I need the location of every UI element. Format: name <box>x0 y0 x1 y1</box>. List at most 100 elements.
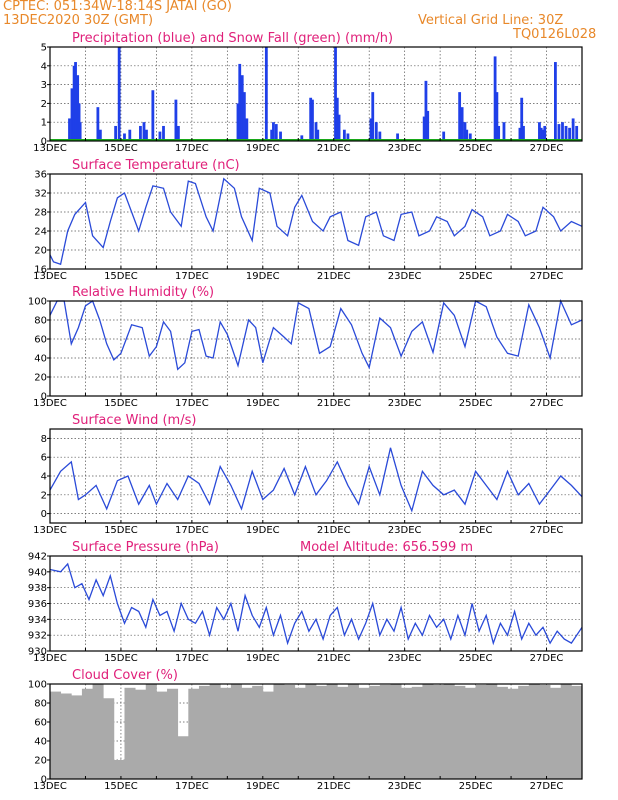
cloud-xtick-label: 13DEC <box>33 781 67 792</box>
humidity-ytick-label: 40 <box>34 354 47 365</box>
header-grid-line: Vertical Grid Line: 30Z <box>418 13 564 28</box>
humidity-xtick-label: 15DEC <box>104 398 138 409</box>
precip-bar <box>422 116 426 141</box>
precip-bar <box>68 118 71 141</box>
header-station: CPTEC: 051:34W-18:14S JATAI (GO) <box>3 0 232 14</box>
humidity-xtick-label: 13DEC <box>33 398 67 409</box>
precip-bar <box>564 125 568 141</box>
cloud-bar <box>262 691 274 779</box>
precip-bar <box>145 129 148 141</box>
precip-bar <box>72 65 76 141</box>
precip-ytick-label: 2 <box>41 99 47 110</box>
temperature-frame <box>49 173 583 270</box>
precip-bar <box>114 125 118 141</box>
cloud-bar <box>326 684 338 779</box>
temperature-xtick-label: 17DEC <box>175 271 209 282</box>
precip-frame <box>49 46 583 142</box>
precip-bar <box>76 75 80 141</box>
wind-ytick-label: 4 <box>41 472 47 483</box>
precip-bar <box>151 90 155 141</box>
precip-bar <box>96 107 100 141</box>
humidity-ytick-label: 0 <box>41 392 47 403</box>
temperature-xtick-label: 13DEC <box>33 271 67 282</box>
precip-bar <box>74 62 77 141</box>
precip-bar <box>568 127 571 141</box>
precip-bar <box>561 122 564 141</box>
wind-xtick-label: 27DEC <box>530 525 564 536</box>
precip-bar <box>502 122 506 141</box>
wind-xtick-label: 17DEC <box>175 525 209 536</box>
pressure-xtick-label: 15DEC <box>104 653 138 664</box>
cloud-bar <box>230 684 242 779</box>
temperature-series-line <box>49 177 583 266</box>
precip-bar <box>460 107 464 141</box>
precip-bar <box>539 127 543 141</box>
precip-bar <box>465 129 469 141</box>
temperature-ytick-label: 32 <box>34 189 47 200</box>
temperature-title: Surface Temperature (nC) <box>72 158 240 173</box>
cloud-bar <box>528 684 540 779</box>
temperature-xtick-label: 19DEC <box>246 271 280 282</box>
cloud-ytick-label: 100 <box>28 680 47 691</box>
cloud-bar <box>358 687 370 779</box>
wind-ytick-label: 2 <box>41 490 47 501</box>
temperature-xtick-label: 27DEC <box>530 271 564 282</box>
cloud-bar <box>273 684 285 779</box>
precip-bar <box>346 133 350 141</box>
cloud-bar <box>167 688 179 779</box>
precip-bar <box>497 125 501 141</box>
precip-bar <box>538 122 541 141</box>
pressure-series-line <box>49 562 583 646</box>
precip-bar <box>272 122 275 141</box>
pressure-xtick-label: 21DEC <box>317 653 351 664</box>
precip-bar <box>240 75 244 141</box>
precip-bar <box>424 80 428 141</box>
cloud-bar <box>369 685 381 779</box>
precip-bar <box>396 133 399 141</box>
pressure-ytick-label: 930 <box>28 647 47 658</box>
cloud-bar <box>220 687 232 779</box>
precip-bar <box>342 129 346 141</box>
wind-xtick-label: 21DEC <box>317 525 351 536</box>
cloud-xtick-label: 23DEC <box>388 781 422 792</box>
precip-bar <box>270 129 274 141</box>
precip-bar <box>522 125 525 141</box>
cloud-bar <box>284 684 296 779</box>
precip-bar <box>174 99 178 141</box>
header-date: 13DEC2020 30Z (GMT) <box>3 13 154 28</box>
precip-bar <box>242 92 246 141</box>
precip-bar <box>541 129 545 141</box>
precip-bar <box>518 127 522 141</box>
cloud-bar <box>550 687 562 779</box>
temperature-ytick-label: 20 <box>34 246 47 257</box>
cloud-ytick-label: 20 <box>34 756 47 767</box>
cloud-bar <box>539 684 551 779</box>
wind-title: Surface Wind (m/s) <box>72 413 196 428</box>
cloud-bar <box>454 685 466 779</box>
cloud-bar <box>337 686 349 779</box>
cloud-xtick-label: 17DEC <box>175 781 209 792</box>
precip-ytick-label: 1 <box>41 118 47 129</box>
precip-bar <box>520 97 524 141</box>
precip-ytick-label: 5 <box>41 43 47 54</box>
wind-xtick-label: 15DEC <box>104 525 138 536</box>
cloud-bar <box>496 686 508 779</box>
humidity-ytick-label: 80 <box>34 316 47 327</box>
pressure-xtick-label: 13DEC <box>33 653 67 664</box>
cloud-xtick-label: 19DEC <box>246 781 280 792</box>
precip-xtick-label: 25DEC <box>459 143 493 154</box>
humidity-xtick-label: 27DEC <box>530 398 564 409</box>
precip-ytick-label: 4 <box>41 61 47 72</box>
wind-frame <box>49 428 583 524</box>
cloud-bar <box>571 685 583 779</box>
temperature-ytick-label: 36 <box>34 170 47 181</box>
precip-bar <box>176 125 180 141</box>
precip-bar <box>571 118 575 141</box>
precip-bar <box>162 125 165 141</box>
precip-bar <box>309 97 313 141</box>
humidity-xtick-label: 23DEC <box>388 398 422 409</box>
precip-xtick-label: 15DEC <box>104 143 138 154</box>
cloud-bar <box>103 698 115 779</box>
cloud-frame <box>49 683 583 780</box>
